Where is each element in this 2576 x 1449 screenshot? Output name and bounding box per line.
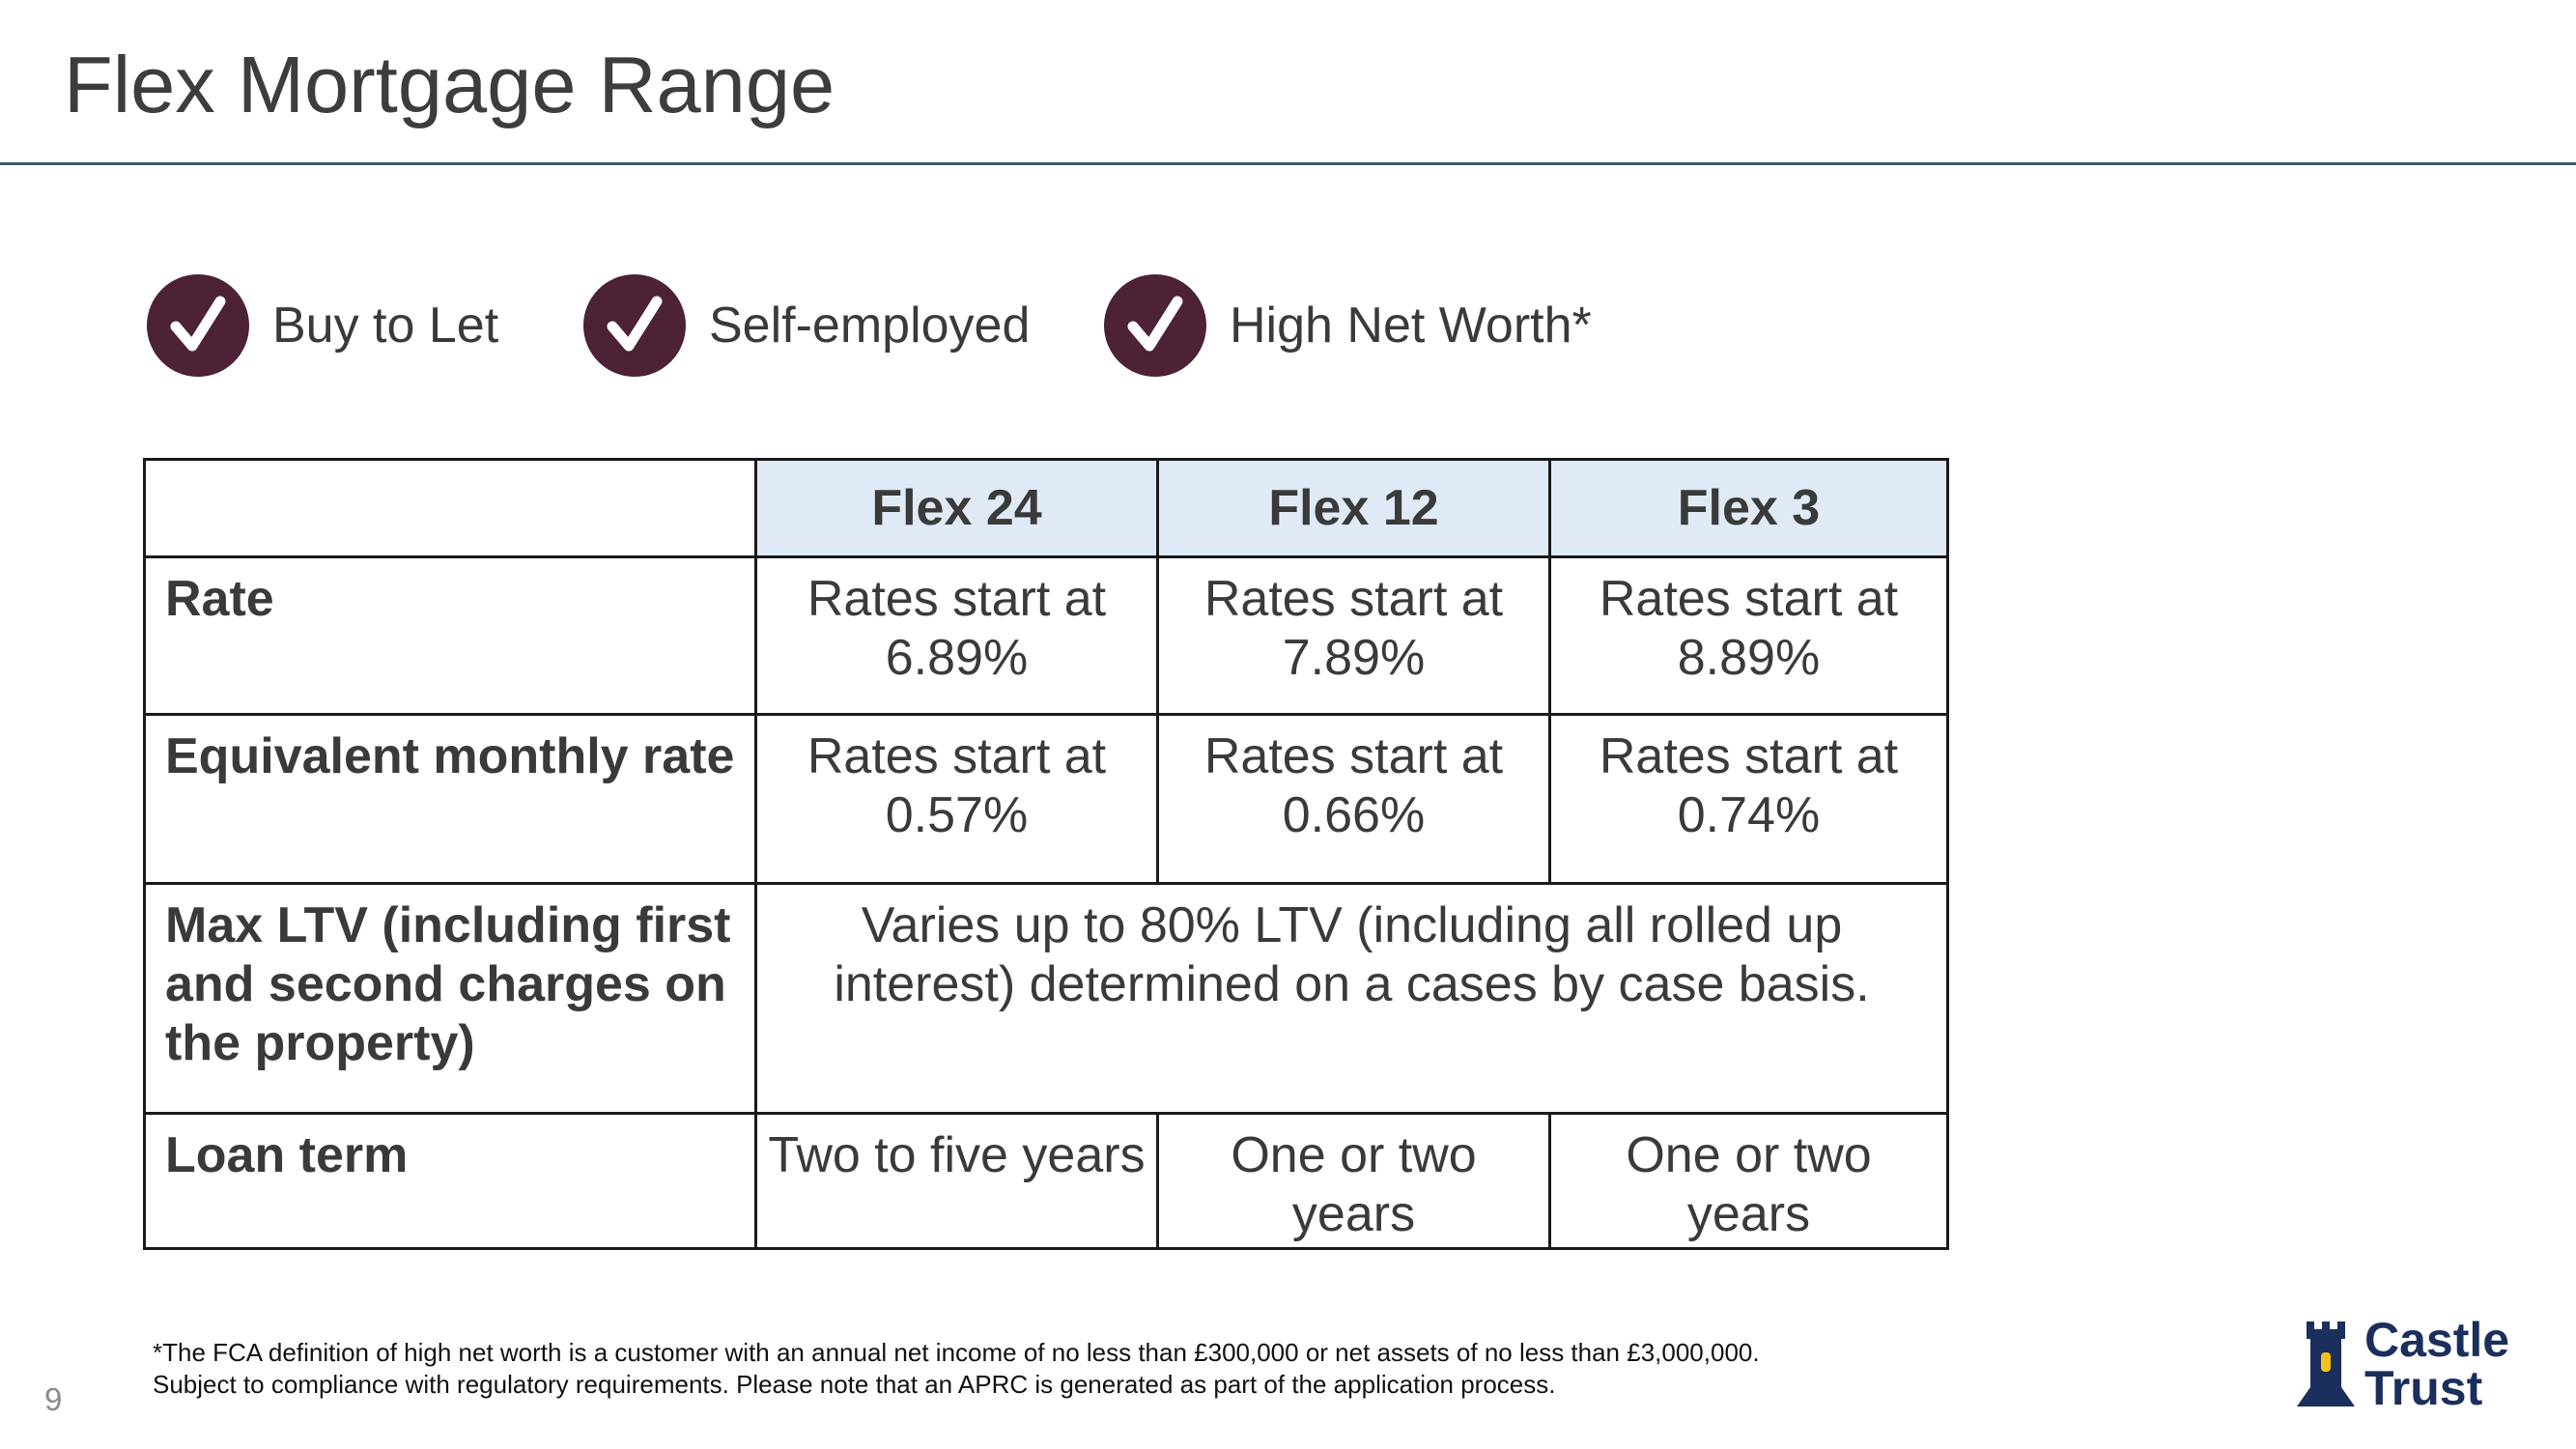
table-header-row: Flex 24 Flex 12 Flex 3 — [143, 458, 1949, 558]
feature-high-net-worth: High Net Worth* — [1104, 273, 1592, 378]
checkmark-icon — [1104, 274, 1206, 377]
row-label: Equivalent monthly rate — [143, 713, 757, 885]
title-divider — [0, 162, 2576, 165]
table-cell: One or two years — [1548, 1112, 1949, 1250]
table-cell: Two to five years — [754, 1112, 1159, 1250]
checkmark-icon — [583, 274, 686, 377]
table-cell: Rates start at 6.89% — [754, 555, 1159, 716]
table-cell: Rates start at 8.89% — [1548, 555, 1949, 716]
feature-label: High Net Worth* — [1230, 298, 1592, 354]
logo-line: Trust — [2364, 1361, 2483, 1415]
footnote-line: Subject to compliance with regulatory re… — [153, 1370, 1556, 1399]
table-cell: Rates start at 0.74% — [1548, 713, 1949, 885]
header-cell-flex-3: Flex 3 — [1548, 458, 1949, 558]
logo-line: Castle — [2364, 1313, 2510, 1367]
checkmark-icon — [147, 274, 249, 377]
feature-list: Buy to Let Self-employed High Net Worth* — [0, 273, 2576, 378]
logo-text: Castle Trust — [2364, 1316, 2509, 1412]
feature-self-employed: Self-employed — [583, 273, 1030, 378]
table-row-rate: Rate Rates start at 6.89% Rates start at… — [143, 555, 1949, 716]
table-cell: Rates start at 0.57% — [754, 713, 1159, 885]
page-number: 9 — [44, 1381, 63, 1417]
page-title: Flex Mortgage Range — [64, 40, 835, 129]
footnote: *The FCA definition of high net worth is… — [153, 1337, 1760, 1401]
table-row-max-ltv: Max LTV (including first and second char… — [143, 882, 1949, 1115]
footnote-line: *The FCA definition of high net worth is… — [153, 1338, 1760, 1367]
header-cell-flex-24: Flex 24 — [754, 458, 1159, 558]
castle-tower-icon — [2297, 1321, 2355, 1406]
table-row-loan-term: Loan term Two to five years One or two y… — [143, 1112, 1949, 1250]
feature-label: Self-employed — [709, 298, 1031, 354]
table-cell: Rates start at 7.89% — [1156, 555, 1551, 716]
table-cell: One or two years — [1156, 1112, 1551, 1250]
mortgage-comparison-table: Flex 24 Flex 12 Flex 3 Rate Rates start … — [143, 458, 1949, 1250]
feature-label: Buy to Let — [272, 298, 499, 354]
table-cell: Rates start at 0.66% — [1156, 713, 1551, 885]
row-label: Loan term — [143, 1112, 757, 1250]
feature-buy-to-let: Buy to Let — [147, 273, 498, 378]
row-label: Max LTV (including first and second char… — [143, 882, 757, 1115]
row-label: Rate — [143, 555, 757, 716]
header-cell-empty — [143, 458, 757, 558]
header-cell-flex-12: Flex 12 — [1156, 458, 1551, 558]
table-row-equivalent-monthly-rate: Equivalent monthly rate Rates start at 0… — [143, 713, 1949, 885]
table-cell-merged: Varies up to 80% LTV (including all roll… — [754, 882, 1949, 1115]
castle-trust-logo: Castle Trust — [2291, 1316, 2523, 1412]
